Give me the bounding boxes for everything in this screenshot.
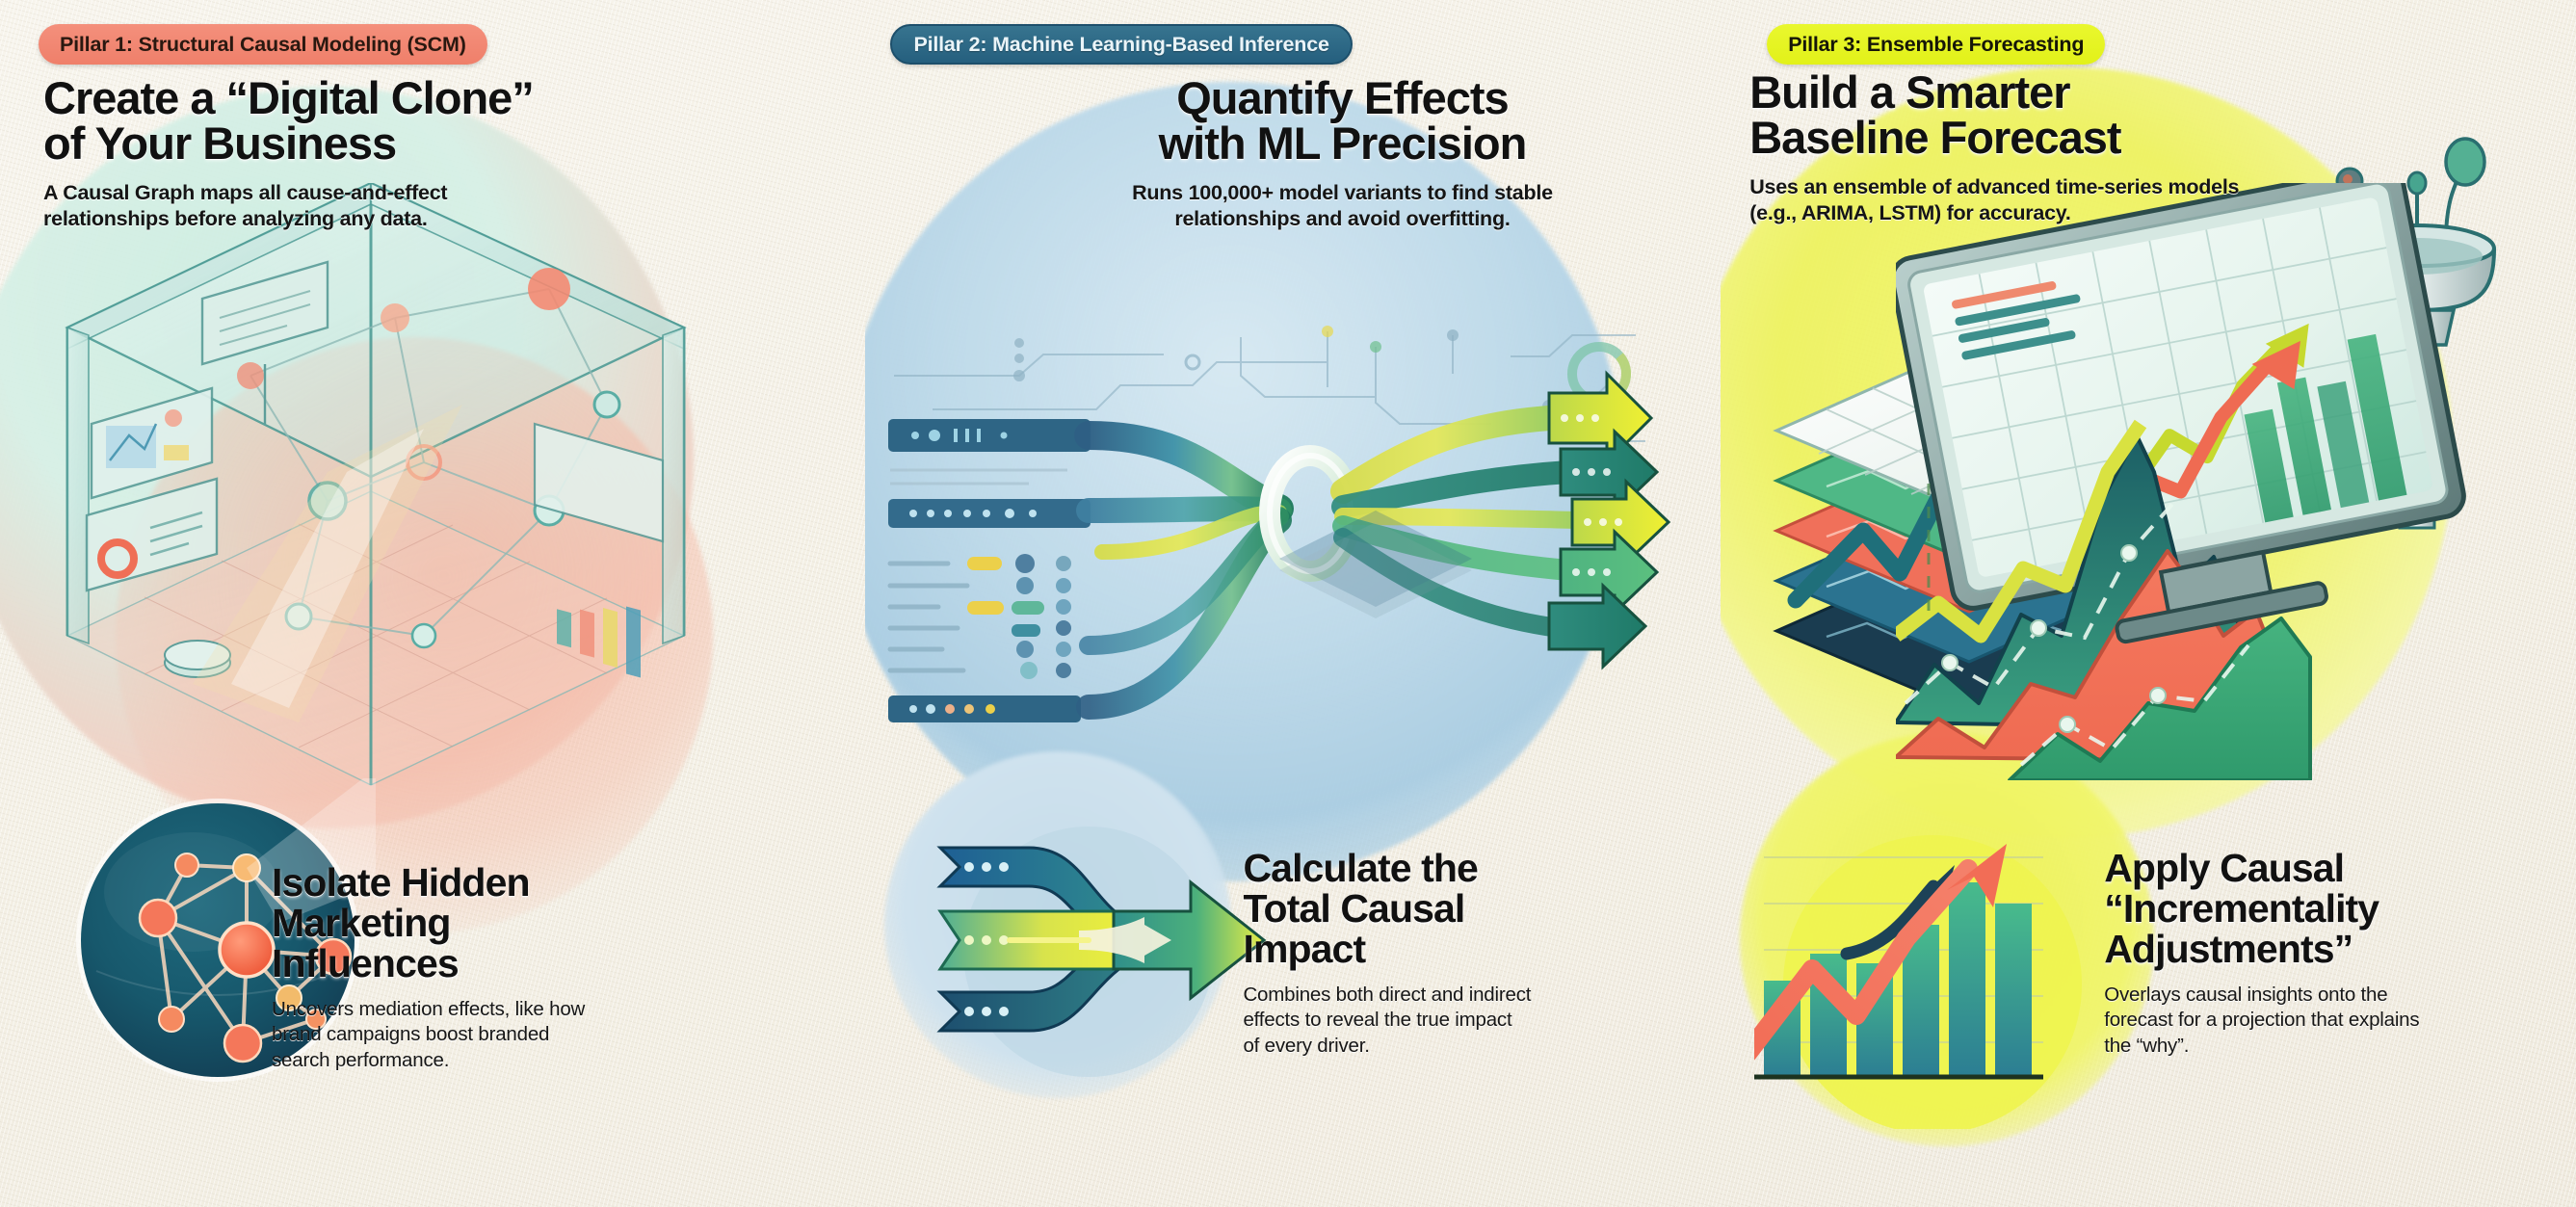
isometric-glass-cube-illustration: [65, 183, 687, 786]
pillar-2-title-line-1: Quantify Effects: [1176, 72, 1509, 123]
pillar-2-title-line-2: with ML Precision: [1158, 118, 1528, 169]
data-matrix: [887, 554, 1072, 679]
pillar-1-bottom-title-line-1: Isolate Hidden: [272, 860, 531, 905]
bar-chart-card: [533, 422, 665, 678]
pillar-1-bottom-title-line-3: Influences: [272, 941, 460, 986]
pillar-3-title-line-2: Baseline Forecast: [1749, 112, 2121, 163]
panel-pillar-1: Pillar 1: Structural Causal Modeling (SC…: [0, 0, 865, 1207]
floating-card: [85, 477, 219, 592]
data-bar: [888, 419, 1091, 452]
pillar-2-top-heading-block: Quantify Effects with ML Precision Runs …: [1116, 75, 1568, 233]
pillar-3-top-subtitle: Uses an ensemble of advanced time-series…: [1749, 175, 2240, 225]
causal-network-sphere: [76, 778, 376, 1082]
panel-pillar-3: Pillar 3: Ensemble Forecasting Build a S…: [1721, 0, 2576, 1207]
incrementality-bar-chart: [1754, 835, 2083, 1129]
pillar-3-bottom-title-line-3: Adjustments”: [2104, 927, 2353, 972]
data-stream-convergence-illustration: [887, 326, 1671, 722]
pillar-1-top-heading-block: Create a “Digital Clone” of Your Busines…: [43, 75, 544, 233]
floating-card: [200, 260, 329, 424]
pillar-3-bottom-heading-block: Apply Causal “Incrementality Adjustments…: [2104, 848, 2422, 1060]
data-bar: [888, 695, 1082, 722]
badge-pillar-3[interactable]: Pillar 3: Ensemble Forecasting: [1767, 24, 2106, 65]
pillar-1-title-line-2: of Your Business: [43, 118, 397, 169]
badge-pillar-1[interactable]: Pillar 1: Structural Causal Modeling (SC…: [39, 24, 487, 65]
monitor-forecast-chart: [1896, 183, 2467, 780]
pillar-2-bottom-subtitle: Combines both direct and indirect effect…: [1243, 983, 1532, 1057]
pillar-2-bottom-title-line-3: Impact: [1243, 927, 1366, 972]
pillar-3-bottom-title-line-1: Apply Causal: [2104, 846, 2345, 890]
data-bar: [888, 499, 1091, 528]
pillar-3-bottom-title-line-2: “Incrementality: [2104, 886, 2379, 931]
pillar-3-bottom-subtitle: Overlays causal insights onto the foreca…: [2104, 983, 2420, 1057]
pillar-1-title-line-1: Create a “Digital Clone”: [43, 72, 535, 123]
pillar-1-bottom-subtitle: Uncovers mediation effects, like how bra…: [272, 997, 586, 1071]
badge-pillar-2[interactable]: Pillar 2: Machine Learning-Based Inferen…: [890, 24, 1353, 65]
pillar-3-top-heading-block: Build a Smarter Baseline Forecast Uses a…: [1749, 69, 2250, 227]
pillar-1-bottom-heading-block: Isolate Hidden Marketing Influences Unco…: [272, 862, 590, 1074]
pillar-1-bottom-title-line-2: Marketing: [272, 901, 451, 946]
pillar-3-title-line-1: Build a Smarter: [1749, 66, 2070, 118]
panel-pillar-2: Pillar 2: Machine Learning-Based Inferen…: [865, 0, 1721, 1207]
pillar-2-bottom-title-line-1: Calculate the: [1243, 846, 1478, 890]
pillar-2-bottom-heading-block: Calculate the Total Causal Impact Combin…: [1243, 848, 1532, 1060]
pedestal: [164, 640, 231, 678]
pillar-2-bottom-title-line-2: Total Causal: [1243, 886, 1465, 931]
pillar-2-top-subtitle: Runs 100,000+ model variants to find sta…: [1132, 181, 1553, 231]
merge-arrow-illustration: [936, 827, 1267, 1077]
pillar-1-top-subtitle: A Causal Graph maps all cause-and-effect…: [43, 181, 448, 231]
floating-card: [90, 386, 214, 500]
